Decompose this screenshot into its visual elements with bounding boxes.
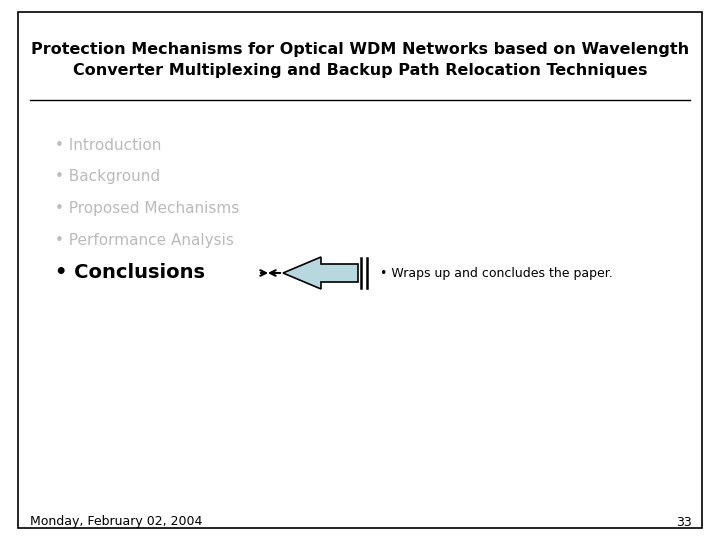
Text: Protection Mechanisms for Optical WDM Networks based on Wavelength
Converter Mul: Protection Mechanisms for Optical WDM Ne… [31, 42, 689, 78]
Text: Monday, February 02, 2004: Monday, February 02, 2004 [30, 516, 202, 529]
Text: • Wraps up and concludes the paper.: • Wraps up and concludes the paper. [380, 267, 613, 280]
Text: 33: 33 [676, 516, 692, 529]
Text: • Performance Analysis: • Performance Analysis [55, 233, 234, 248]
Text: • Proposed Mechanisms: • Proposed Mechanisms [55, 201, 239, 217]
Text: • Conclusions: • Conclusions [55, 264, 205, 282]
FancyArrow shape [283, 257, 358, 289]
Text: • Background: • Background [55, 170, 160, 185]
Text: • Introduction: • Introduction [55, 138, 161, 152]
